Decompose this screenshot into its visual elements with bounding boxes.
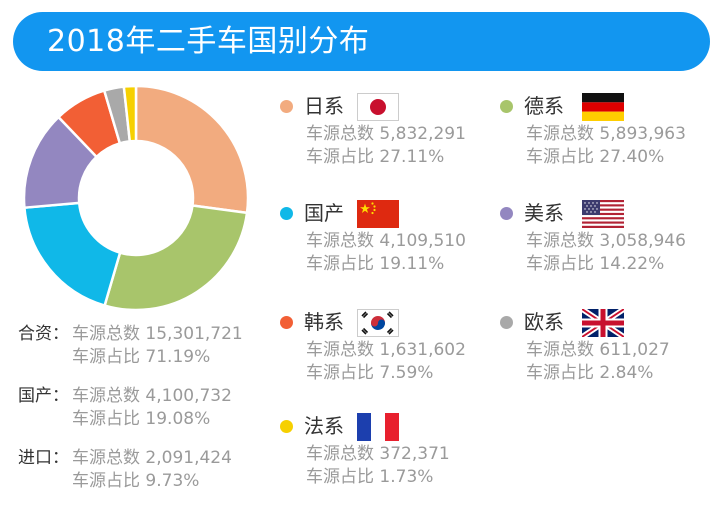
legend-share-line: 车源占比 2.84% (526, 361, 653, 385)
legend-total-value: 3,058,946 (599, 231, 686, 251)
summary-label: 国产： (18, 386, 69, 406)
summary-share-value: 19.08% (145, 409, 211, 429)
legend-share-value: 1.73% (379, 467, 434, 487)
usa-flag-icon (582, 200, 624, 228)
legend-total-value: 4,109,510 (379, 231, 466, 251)
legend-share-value: 2.84% (599, 363, 654, 383)
summary-total-value: 4,100,732 (145, 386, 232, 406)
legend-share-value: 14.22% (599, 254, 665, 274)
germany-flag-icon (582, 93, 624, 121)
legend-name: 韩系 (304, 310, 344, 334)
legend-total-value: 372,371 (379, 444, 450, 464)
legend-name: 美系 (524, 201, 564, 225)
donut-slice-2 (103, 204, 249, 312)
legend-share-line: 车源占比 7.59% (306, 361, 433, 385)
legend-total-line: 车源总数 3,058,946 (526, 229, 686, 253)
legend-color-dot (280, 207, 293, 220)
legend-share-value: 27.11% (379, 147, 445, 167)
summary-total-line: 车源总数 4,100,732 (72, 384, 232, 408)
legend-share-value: 27.40% (599, 147, 665, 167)
legend-total-line: 车源总数 1,631,602 (306, 338, 466, 362)
legend-share-value: 7.59% (379, 363, 434, 383)
legend-total-value: 1,631,602 (379, 340, 466, 360)
legend-share-line: 车源占比 27.40% (526, 145, 664, 169)
legend-color-dot (500, 316, 513, 329)
summary-total-value: 2,091,424 (145, 448, 232, 468)
stat-label: 车源占比 (306, 467, 374, 487)
stat-label: 车源占比 (526, 147, 594, 167)
legend-share-line: 车源占比 27.11% (306, 145, 444, 169)
legend-share-line: 车源占比 19.11% (306, 252, 444, 276)
legend-color-dot (280, 100, 293, 113)
legend-total-value: 5,893,963 (599, 124, 686, 144)
stat-label: 车源总数 (306, 340, 374, 360)
donut-slice-3 (23, 201, 122, 308)
legend-total-line: 车源总数 372,371 (306, 442, 450, 466)
donut-chart (22, 84, 250, 312)
title-banner: 2018年二手车国别分布 (13, 12, 710, 71)
stat-label: 车源占比 (72, 471, 140, 491)
legend-total-line: 车源总数 5,832,291 (306, 122, 466, 146)
legend-color-dot (500, 207, 513, 220)
stat-label: 车源总数 (72, 324, 140, 344)
summary-share-value: 71.19% (145, 347, 211, 367)
legend-color-dot (500, 100, 513, 113)
legend-total-line: 车源总数 4,109,510 (306, 229, 466, 253)
legend-total-value: 611,027 (599, 340, 670, 360)
stat-label: 车源占比 (72, 409, 140, 429)
legend-share-value: 19.11% (379, 254, 445, 274)
summary-total-value: 15,301,721 (145, 324, 243, 344)
stat-label: 车源总数 (526, 231, 594, 251)
stat-label: 车源总数 (526, 340, 594, 360)
legend-total-line: 车源总数 5,893,963 (526, 122, 686, 146)
stat-label: 车源总数 (72, 448, 140, 468)
legend-name: 德系 (524, 94, 564, 118)
legend-name: 国产 (304, 201, 344, 225)
legend-total-value: 5,832,291 (379, 124, 466, 144)
france-flag-icon (357, 413, 399, 441)
legend-total-line: 车源总数 611,027 (526, 338, 670, 362)
legend-color-dot (280, 420, 293, 433)
stat-label: 车源总数 (306, 444, 374, 464)
legend-share-line: 车源占比 14.22% (526, 252, 664, 276)
summary-total-line: 车源总数 15,301,721 (72, 322, 243, 346)
donut-slice-1 (134, 84, 250, 215)
legend-color-dot (280, 316, 293, 329)
stat-label: 车源占比 (526, 254, 594, 274)
japan-flag-icon (357, 93, 399, 121)
summary-label: 合资： (18, 324, 69, 344)
legend-name: 欧系 (524, 310, 564, 334)
stat-label: 车源占比 (306, 363, 374, 383)
summary-share-line: 车源占比 19.08% (72, 407, 210, 431)
stat-label: 车源总数 (72, 386, 140, 406)
legend-share-line: 车源占比 1.73% (306, 465, 433, 489)
summary-share-value: 9.73% (145, 471, 200, 491)
stat-label: 车源占比 (306, 254, 374, 274)
korea-flag-icon (357, 309, 399, 337)
stat-label: 车源占比 (306, 147, 374, 167)
stat-label: 车源总数 (526, 124, 594, 144)
summary-label: 进口： (18, 448, 69, 468)
stat-label: 车源占比 (526, 363, 594, 383)
chart-title: 2018年二手车国别分布 (47, 24, 370, 59)
legend-name: 法系 (304, 414, 344, 438)
stat-label: 车源总数 (306, 124, 374, 144)
legend-name: 日系 (304, 94, 344, 118)
summary-share-line: 车源占比 71.19% (72, 345, 210, 369)
uk-flag-icon (582, 309, 624, 337)
stat-label: 车源总数 (306, 231, 374, 251)
summary-share-line: 车源占比 9.73% (72, 469, 199, 493)
summary-total-line: 车源总数 2,091,424 (72, 446, 232, 470)
china-flag-icon (357, 200, 399, 228)
donut-slice-7 (122, 84, 138, 143)
stat-label: 车源占比 (72, 347, 140, 367)
